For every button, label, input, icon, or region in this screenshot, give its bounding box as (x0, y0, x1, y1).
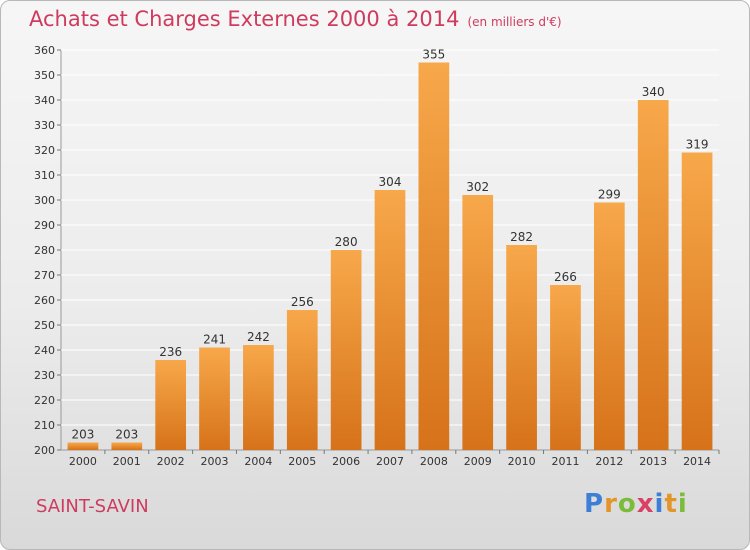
bar-2004 (243, 345, 274, 450)
y-tick-label: 280 (34, 244, 55, 257)
bar-2012 (593, 202, 625, 450)
x-tick-label-2010: 2010 (508, 455, 536, 468)
x-tick-label-2005: 2005 (288, 455, 316, 468)
data-label-2006: 280 (335, 235, 358, 249)
data-label-2009: 302 (466, 180, 489, 194)
y-tick-label: 350 (34, 69, 55, 82)
data-label-2000: 203 (71, 428, 94, 442)
y-tick-label: 220 (34, 394, 55, 407)
bar-2001 (111, 442, 143, 450)
data-label-2012: 299 (598, 188, 621, 202)
y-tick-label: 310 (34, 169, 55, 182)
x-tick-label-2011: 2011 (551, 455, 579, 468)
y-tick-label: 360 (34, 44, 55, 57)
data-label-2007: 304 (379, 175, 402, 189)
y-tick-label: 330 (34, 119, 55, 132)
data-label-2013: 340 (642, 85, 665, 99)
data-label-2002: 236 (159, 345, 182, 359)
x-tick-label-2008: 2008 (420, 455, 448, 468)
data-label-2003: 241 (203, 333, 226, 347)
data-label-2004: 242 (247, 330, 270, 344)
x-tick-label-2006: 2006 (332, 455, 360, 468)
y-tick-label: 340 (34, 94, 55, 107)
bar-2014 (681, 152, 713, 450)
bar-2003 (199, 347, 230, 450)
bar-2011 (550, 285, 581, 450)
bar-2000 (67, 442, 99, 450)
y-tick-label: 300 (34, 194, 55, 207)
chart-title: Achats et Charges Externes 2000 à 2014 (e… (29, 7, 562, 31)
data-label-2005: 256 (291, 295, 314, 309)
bar-2009 (462, 195, 494, 450)
x-tick-label-2000: 2000 (69, 455, 97, 468)
y-tick-label: 290 (34, 219, 55, 232)
y-tick-label: 320 (34, 144, 55, 157)
x-tick-label-2001: 2001 (113, 455, 141, 468)
data-label-2014: 319 (686, 138, 709, 152)
y-tick-label: 270 (34, 269, 55, 282)
bar-2008 (418, 62, 450, 450)
y-tick-label: 260 (34, 294, 55, 307)
proxiti-logo: Proxiti (584, 489, 688, 519)
x-tick-label-2004: 2004 (244, 455, 272, 468)
x-tick-label-2014: 2014 (683, 455, 711, 468)
bar-2005 (286, 310, 318, 450)
x-tick-label-2009: 2009 (464, 455, 492, 468)
bar-2007 (374, 190, 406, 450)
title-unit: (en milliers d'€) (467, 15, 562, 29)
bar-2010 (506, 245, 537, 450)
x-tick-label-2012: 2012 (595, 455, 623, 468)
bar-2006 (330, 250, 362, 450)
data-label-2010: 282 (510, 230, 533, 244)
y-tick-label: 210 (34, 419, 55, 432)
x-tick-label-2007: 2007 (376, 455, 404, 468)
data-label-2008: 355 (422, 48, 445, 62)
data-label-2001: 203 (115, 428, 138, 442)
data-label-2011: 266 (554, 270, 577, 284)
title-text: Achats et Charges Externes 2000 à 2014 (29, 7, 460, 31)
x-tick-label-2003: 2003 (201, 455, 229, 468)
bar-2013 (637, 100, 669, 450)
y-tick-label: 230 (34, 369, 55, 382)
place-name: SAINT-SAVIN (36, 496, 149, 517)
y-tick-label: 240 (34, 344, 55, 357)
y-tick-label: 200 (34, 444, 55, 457)
bar-2002 (155, 360, 187, 450)
x-tick-label-2002: 2002 (157, 455, 185, 468)
x-tick-label-2013: 2013 (639, 455, 667, 468)
y-tick-label: 250 (34, 319, 55, 332)
